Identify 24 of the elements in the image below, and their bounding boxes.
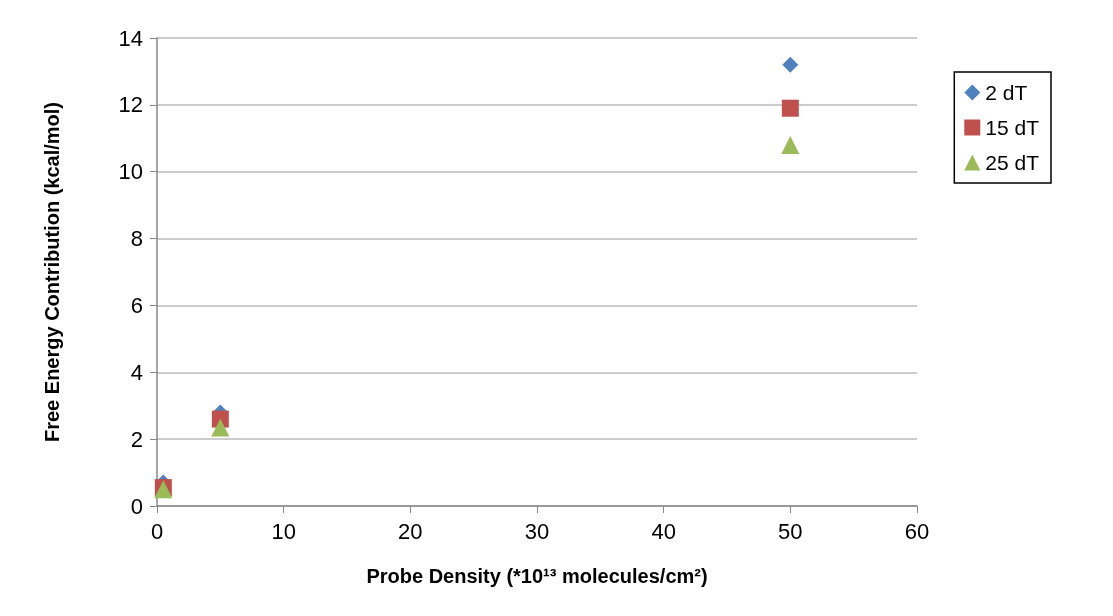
point xyxy=(781,135,800,154)
x-tick-label: 50 xyxy=(778,518,803,544)
x-tick-label: 40 xyxy=(651,518,676,544)
legend-label: 2 dT xyxy=(985,81,1028,104)
y-tick-label: 2 xyxy=(130,426,143,452)
x-tick-label: 20 xyxy=(398,518,423,544)
x-axis-title: Probe Density (*10¹³ molecules/cm²) xyxy=(366,565,708,587)
x-tick-label: 10 xyxy=(271,518,296,544)
point xyxy=(211,418,230,437)
y-tick-label: 14 xyxy=(118,25,143,51)
x-tick-label: 30 xyxy=(524,518,550,544)
y-tick-label: 12 xyxy=(118,92,143,118)
legend-label: 25 dT xyxy=(985,151,1040,174)
y-tick-label: 4 xyxy=(130,359,143,385)
point xyxy=(782,56,799,73)
y-tick-label: 0 xyxy=(130,493,143,519)
x-tick-label: 60 xyxy=(904,518,930,544)
y-axis-title: Free Energy Contribution (kcal/mol) xyxy=(41,101,63,443)
y-tick-label: 8 xyxy=(130,226,143,252)
y-tick-label: 10 xyxy=(118,159,143,185)
y-tick-label: 6 xyxy=(130,292,143,318)
legend-label: 15 dT xyxy=(985,116,1040,139)
x-tick-label: 0 xyxy=(150,518,164,544)
point xyxy=(781,99,799,117)
